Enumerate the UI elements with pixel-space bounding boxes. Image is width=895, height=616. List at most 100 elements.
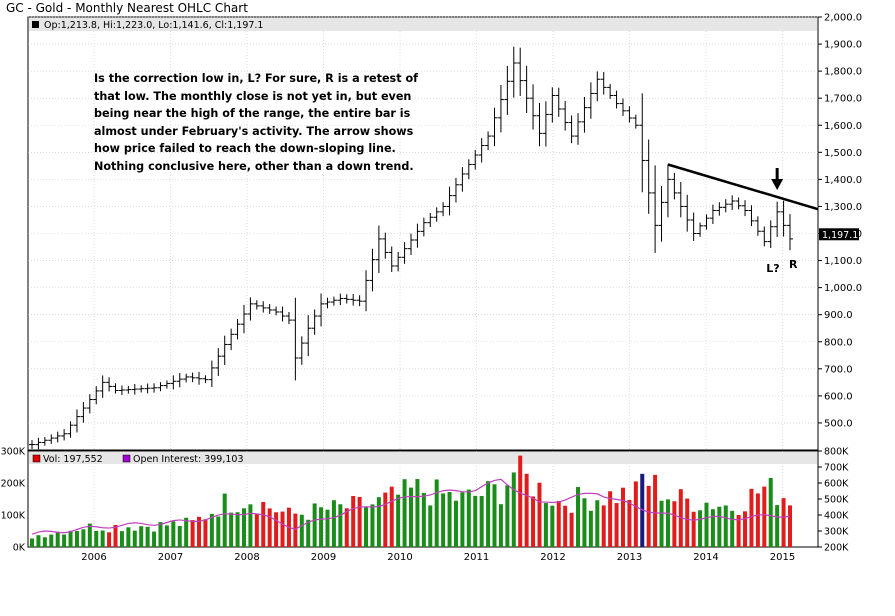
ohlc-bar <box>29 440 35 450</box>
ohlc-bar <box>504 65 511 115</box>
ohlc-bar <box>613 90 620 109</box>
volume-bar <box>229 512 234 547</box>
open-interest-line <box>31 478 791 535</box>
year-tick-label: 2012 <box>540 552 565 563</box>
ohlc-bar <box>645 139 652 214</box>
ohlc-bar <box>452 177 459 203</box>
volume-bar <box>344 508 349 547</box>
ohlc-bar <box>215 348 222 376</box>
ohlc-bar <box>189 372 196 383</box>
year-tick-label: 2006 <box>81 552 106 563</box>
price-tick-label: 1,000.0 <box>824 283 862 294</box>
ohlc-bar <box>285 312 292 325</box>
last-price-tag <box>819 228 859 241</box>
ohlc-bar <box>343 294 350 304</box>
ohlc-bar <box>369 248 376 292</box>
ohlc-bar <box>549 87 556 123</box>
annotation-line: that low. The monthly close is not yet i… <box>94 89 412 103</box>
ohlc-bar <box>652 165 659 253</box>
ohlc-bar <box>536 102 543 147</box>
oi-tick-label: 300K <box>824 527 849 538</box>
volume-bar <box>434 479 439 547</box>
volume-bar <box>460 492 465 547</box>
volume-bar <box>113 524 118 547</box>
label-retest: R <box>789 258 798 271</box>
volume-bar <box>788 505 792 547</box>
volume-bars <box>30 455 792 547</box>
ohlc-bar <box>690 212 697 241</box>
ohlc-bar <box>510 46 517 98</box>
volume-bar <box>537 482 542 547</box>
volume-tick-label: 200K <box>1 479 26 490</box>
ohlc-bar <box>703 214 710 230</box>
volume-bar <box>409 487 413 547</box>
ohlc-bar <box>684 194 691 232</box>
volume-bar <box>755 493 760 547</box>
volume-bar <box>42 537 47 547</box>
volume-bar <box>222 493 227 547</box>
oi-tick-label: 400K <box>824 511 849 522</box>
volume-bar <box>421 492 426 547</box>
ohlc-bar <box>67 421 74 438</box>
ohlc-bar <box>742 200 749 217</box>
volume-bar <box>261 501 266 547</box>
ohlc-bar <box>86 394 93 414</box>
ohlc-bar <box>440 202 447 217</box>
ohlc-bar <box>677 181 684 218</box>
ohlc-bar <box>716 202 723 216</box>
annotation-line: how price failed to reach the down-slopi… <box>94 142 396 155</box>
ohlc-bar <box>780 200 787 237</box>
volume-bar <box>55 531 60 547</box>
ohlc-bar <box>208 360 215 387</box>
volume-bar <box>126 527 131 547</box>
ohlc-bar <box>472 149 479 170</box>
year-tick-label: 2007 <box>158 552 183 563</box>
ohlc-bar <box>761 226 768 247</box>
volume-bar <box>608 491 613 547</box>
volume-bar <box>576 487 581 547</box>
ohlc-bar <box>542 101 549 147</box>
ohlc-bar <box>356 295 363 307</box>
summary-label: Op:1,213.8, Hi:1,223.0, Lo:1,141.6, Cl:1… <box>44 20 263 31</box>
ohlc-bar <box>279 306 286 322</box>
ohlc-bar <box>183 373 190 383</box>
ohlc-bar <box>607 83 614 99</box>
ohlc-bar <box>767 220 774 249</box>
volume-bar <box>254 513 259 547</box>
ohlc-bar <box>555 87 562 117</box>
volume-bar <box>781 498 786 547</box>
ohlc-bar <box>170 375 177 390</box>
volume-bar <box>299 514 304 547</box>
annotation-line: being near the high of the range, the en… <box>94 107 411 120</box>
volume-bar <box>351 496 356 547</box>
volume-bar <box>588 510 593 547</box>
volume-bar <box>293 513 298 547</box>
volume-bar <box>312 503 317 547</box>
ohlc-bar <box>80 401 87 423</box>
ohlc-bar <box>375 225 382 273</box>
volume-bar <box>152 531 157 547</box>
price-tick-label: 800.0 <box>824 337 853 348</box>
volume-bar <box>241 508 246 547</box>
volume-bar <box>248 504 253 547</box>
volume-bar <box>184 517 189 547</box>
ohlc-bar <box>491 107 498 147</box>
ohlc-bar <box>363 270 370 312</box>
ohlc-bar <box>292 297 299 381</box>
arrow-head <box>771 179 784 190</box>
volume-bar <box>569 512 574 547</box>
price-tick-label: 1,600.0 <box>824 121 862 132</box>
ohlc-bar <box>709 204 716 225</box>
ohlc-bar <box>144 383 151 394</box>
ohlc-bar <box>93 386 100 405</box>
ohlc-bar <box>318 293 325 327</box>
price-panel <box>27 16 819 451</box>
volume-bar <box>171 521 176 547</box>
ohlc-bar <box>61 429 68 441</box>
ohlc-bar <box>305 315 312 357</box>
ohlc-bar <box>118 385 125 395</box>
volume-legend-strip <box>29 452 817 464</box>
volume-bar <box>768 477 773 547</box>
oi-tick-label: 600K <box>824 479 849 490</box>
volume-bar <box>531 496 536 547</box>
